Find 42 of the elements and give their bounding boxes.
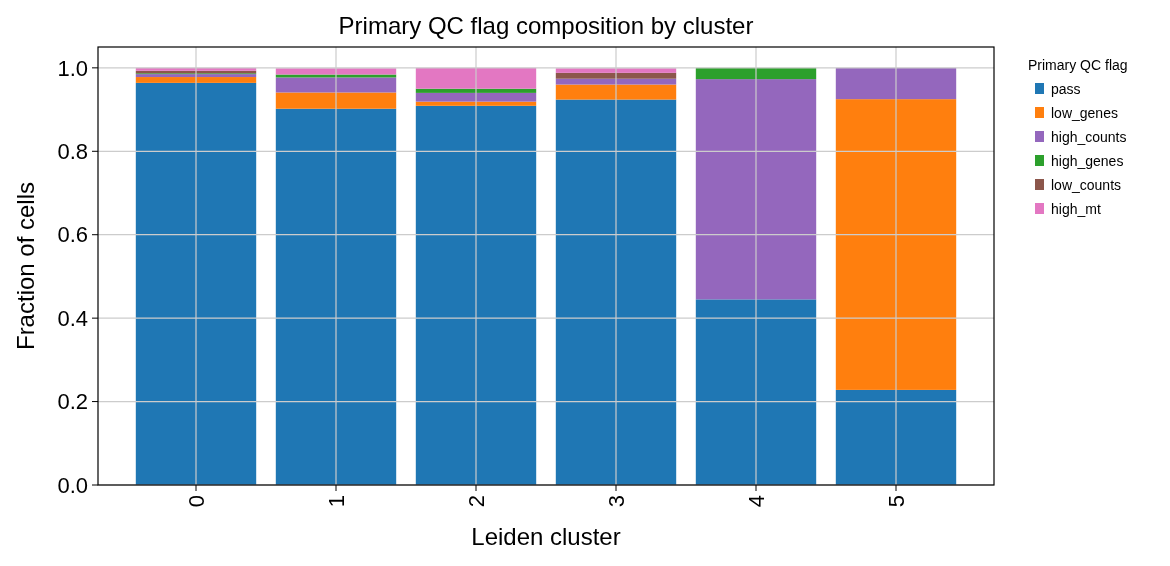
y-axis-title: Fraction of cells: [12, 181, 39, 351]
bar: [415, 101, 537, 106]
y-tick-label: 0.4: [57, 305, 88, 331]
bar: [135, 82, 257, 485]
y-tick-label: 0.0: [57, 472, 88, 498]
legend-label: low_counts: [1051, 176, 1122, 193]
bar: [835, 67, 957, 100]
x-tick-label: 4: [743, 495, 769, 508]
legend-title: Primary QC flag: [1028, 57, 1128, 73]
x-tick-label: 5: [883, 495, 909, 508]
legend-label: high_mt: [1051, 200, 1101, 217]
bar: [555, 72, 677, 79]
bar: [415, 105, 537, 485]
bar: [275, 68, 397, 75]
legend-label: high_counts: [1051, 128, 1127, 145]
bar: [555, 99, 677, 485]
y-tick-label: 0.2: [57, 389, 88, 415]
bar: [275, 92, 397, 109]
y-tick-label: 0.8: [57, 138, 88, 164]
x-tick-label: 1: [323, 495, 349, 508]
chart-title: Primary QC flag composition by cluster: [338, 12, 754, 39]
bar: [835, 99, 957, 390]
bar: [135, 77, 257, 83]
bar: [695, 79, 817, 300]
legend-label: pass: [1051, 80, 1081, 97]
x-tick-label: 2: [463, 495, 489, 508]
x-axis-title: Leiden cluster: [471, 523, 621, 550]
y-tick-label: 0.6: [57, 222, 88, 248]
x-tick-label: 0: [183, 495, 209, 508]
bar: [415, 92, 537, 102]
legend-label: high_genes: [1051, 152, 1124, 169]
legend-label: low_genes: [1051, 104, 1118, 121]
bar: [695, 299, 817, 485]
y-tick-label: 1.0: [57, 55, 88, 81]
bar: [415, 88, 537, 93]
bar: [275, 108, 397, 485]
bar: [275, 77, 397, 93]
bar: [835, 389, 957, 485]
bar: [555, 78, 677, 85]
x-tick-label: 3: [603, 495, 629, 508]
bar: [555, 84, 677, 100]
bar: [415, 67, 537, 89]
